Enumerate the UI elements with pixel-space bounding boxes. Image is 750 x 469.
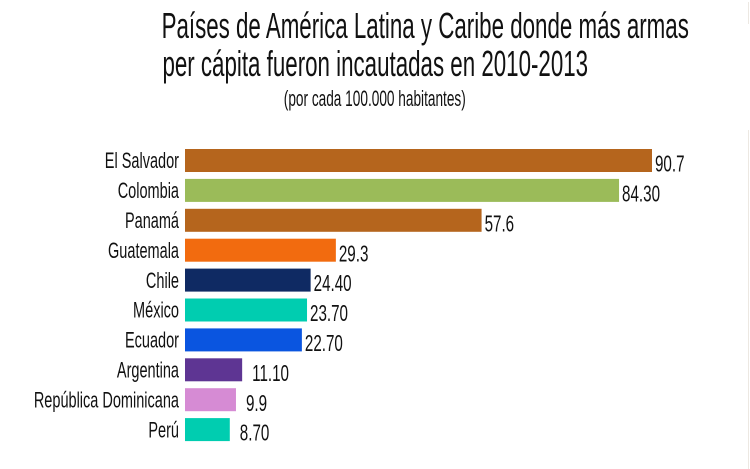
bar-panam- [185,208,482,232]
value-label: 23.70 [310,301,348,327]
chart-title-text-2: per cápita fueron incautadas en 2010-201… [162,43,588,84]
category-label: Guatemala [108,238,179,263]
category-label: Argentina [117,357,180,382]
chart-title-line-2: per cápita fueron incautadas en 2010-201… [0,44,750,84]
frame-edge-line [748,2,749,24]
chart-subtitle-text: (por cada 100.000 habitantes) [283,86,466,111]
value-label: 84.30 [622,181,660,207]
bar-ecuador [185,328,302,352]
chart-title-line-1: Países de América Latina y Caribe donde … [0,6,750,46]
value-label: 57.6 [485,211,515,237]
category-label: Perú [148,417,179,442]
bar-argentina [185,358,243,382]
category-label: Colombia [118,178,180,203]
bar-guatemala [185,238,336,262]
category-label: República Dominicana [34,387,180,412]
bar-rep-blica-dominicana [185,388,236,412]
chart-title-text-1: Países de América Latina y Caribe donde … [161,5,689,46]
value-label: 8.70 [240,421,270,447]
bar-per- [185,418,230,442]
category-label: El Salvador [105,148,179,173]
value-label: 90.7 [655,152,685,178]
frame-edge-line [748,130,749,469]
bar-m-xico [185,298,308,322]
category-label: México [133,298,179,323]
category-label: Chile [146,268,179,293]
category-label: Ecuador [125,328,179,353]
value-label: 29.3 [339,241,369,267]
bar-chile [185,268,311,292]
value-label: 22.70 [305,331,343,357]
value-label: 9.9 [246,391,267,417]
value-label: 24.40 [314,271,352,297]
category-label: Panamá [125,208,180,233]
chart-subtitle: (por cada 100.000 habitantes) [0,86,750,112]
bar-colombia [185,178,620,202]
value-label: 11.10 [252,361,289,387]
bar-el-salvador [185,149,652,172]
